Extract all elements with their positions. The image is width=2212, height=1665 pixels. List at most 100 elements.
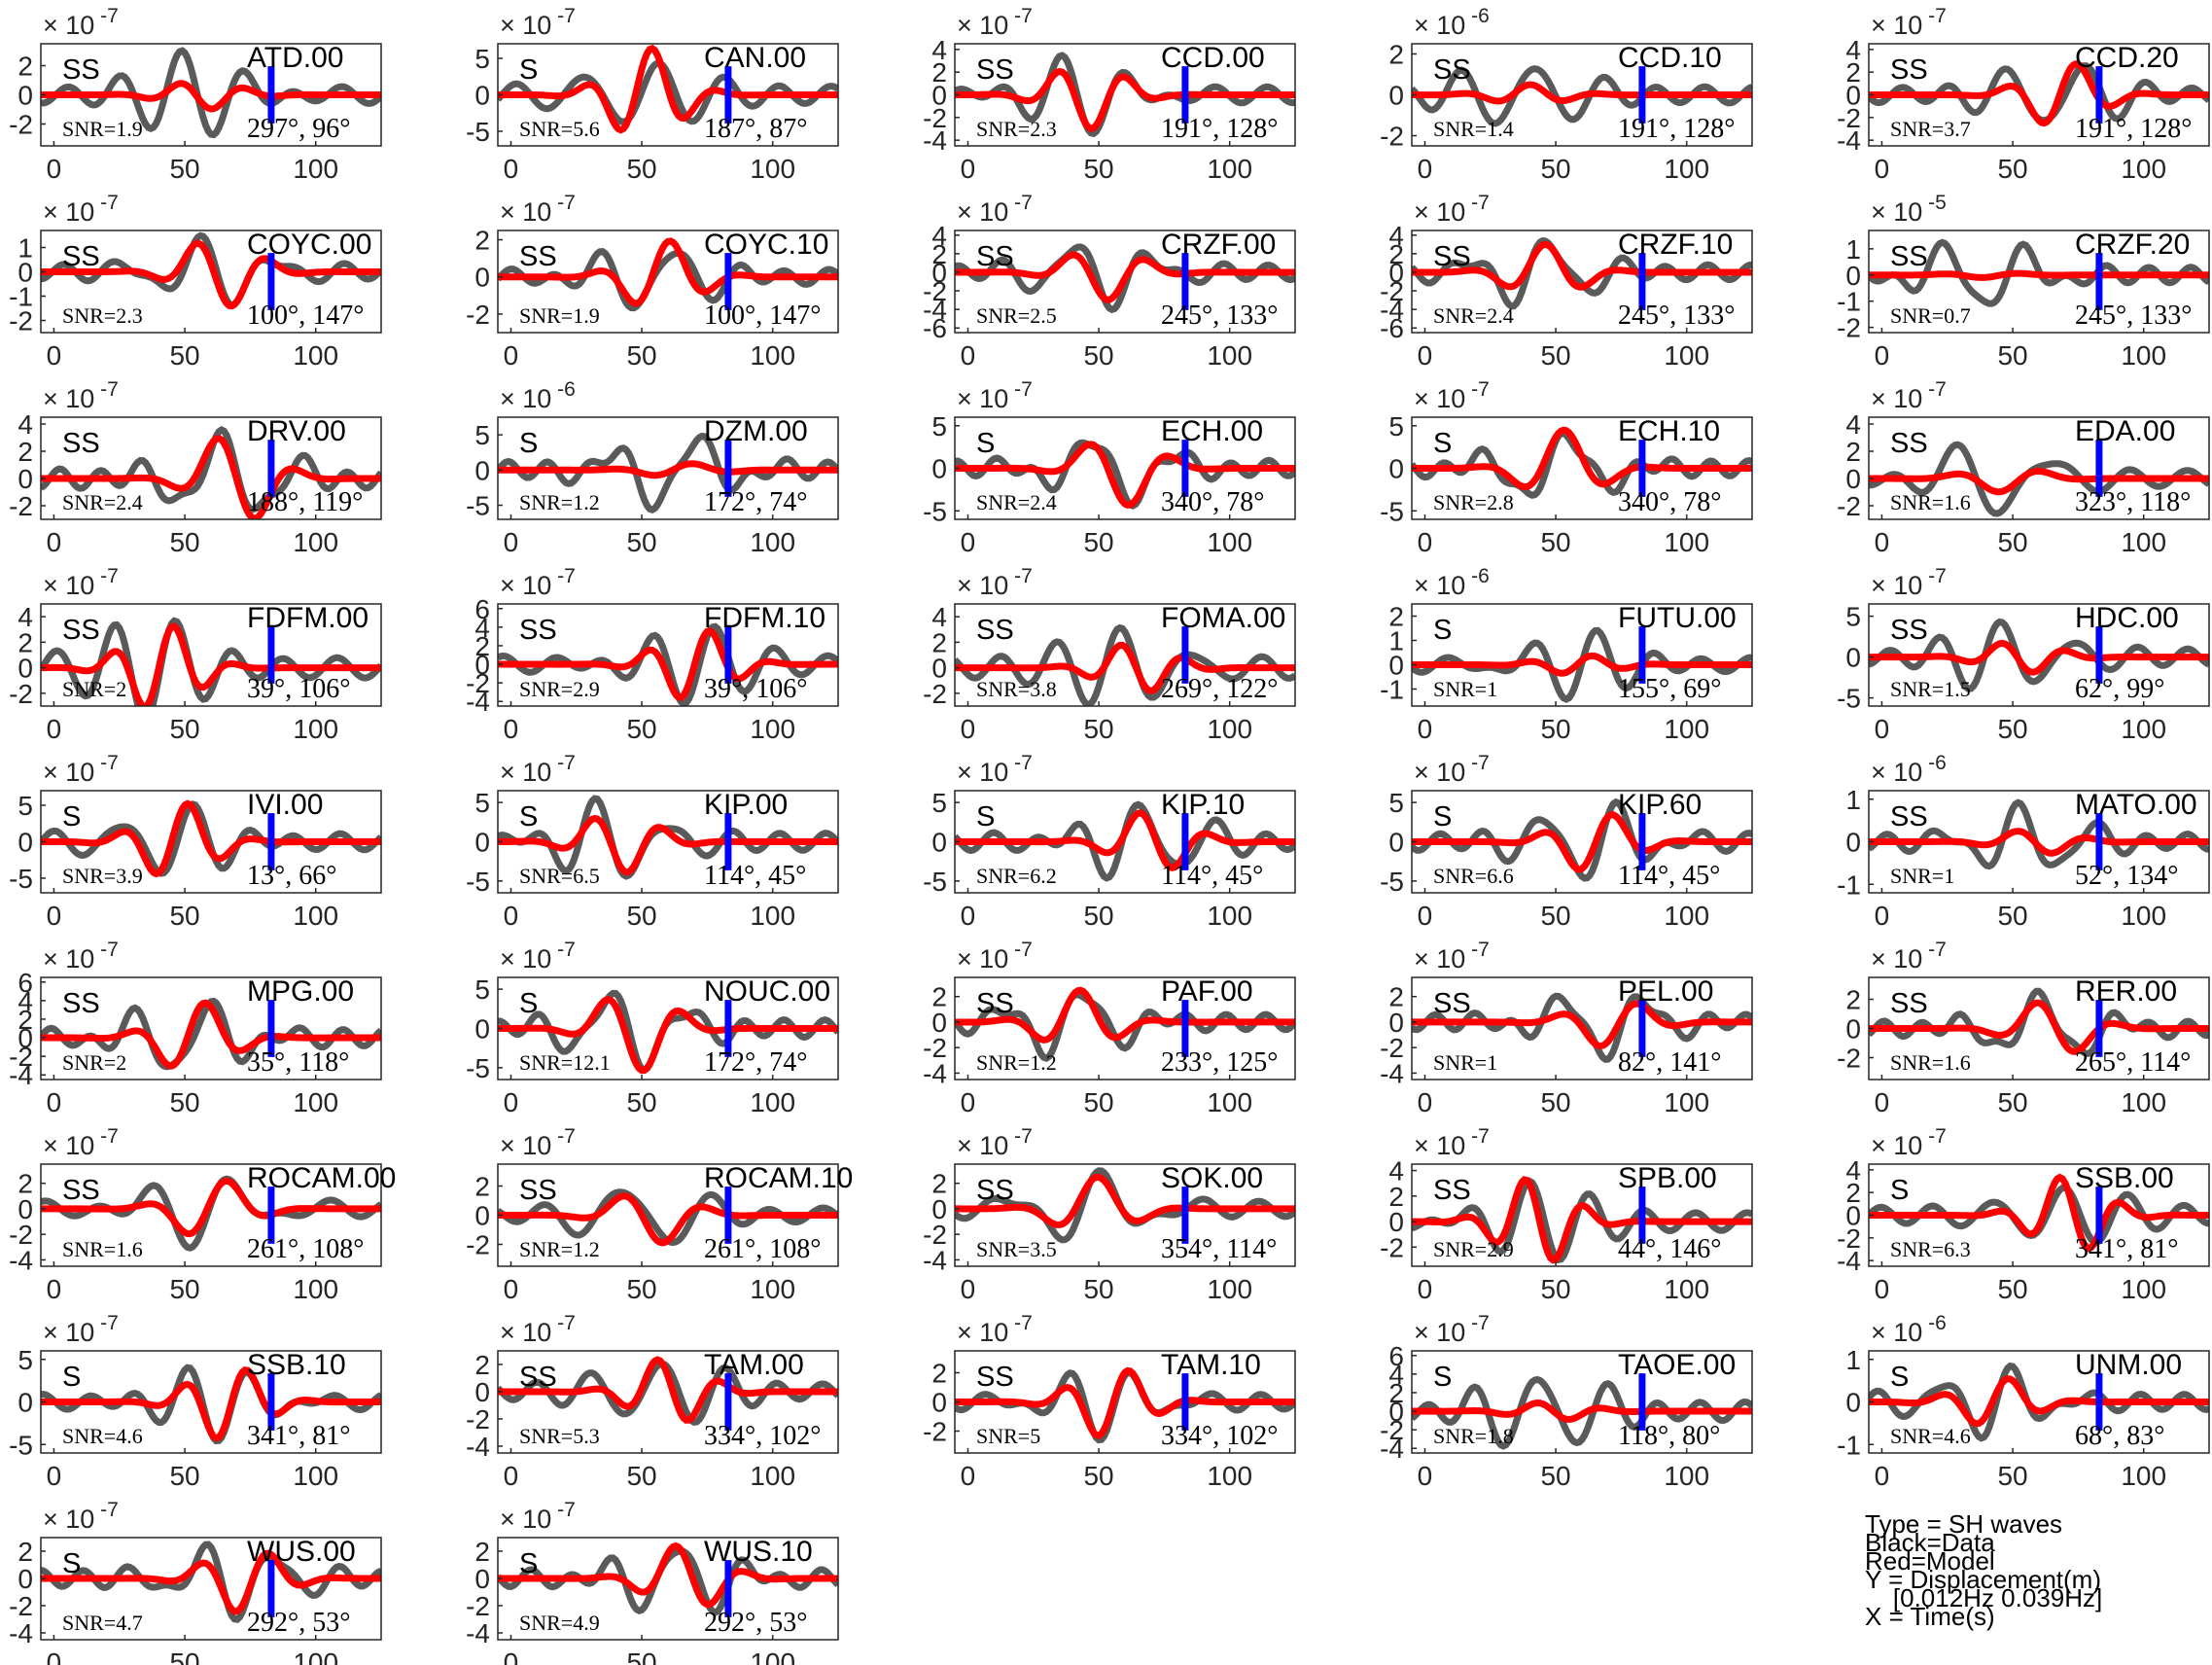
panel-ccd-10: 0 50 100 -2 0 2 × 10 -6 SS CCD.10 SNR=1.4 191°, 12… [1380,5,1753,184]
phase-label: SS [1890,428,1928,459]
y-tick-label: 0 [1388,81,1404,111]
y-tick-label: 4 [18,602,33,632]
x-tick-label: 100 [293,1647,338,1665]
model-trace [1412,1399,1752,1424]
phase-label: SS [519,1362,557,1393]
station-label: FOMA.00 [1161,602,1285,634]
y-tick-label: -5 [923,496,947,526]
y-exponent-power: -7 [94,939,119,961]
y-exponent: × 10 -7 [43,1125,119,1160]
y-tick-label: -2 [9,1042,33,1072]
y-exponent-power: -7 [551,1499,576,1521]
y-tick-label: 4 [931,35,947,65]
y-tick-label: -2 [466,300,490,330]
y-tick-label: 0 [1388,454,1404,484]
model-trace [1869,60,2209,127]
x-tick-label: 100 [2121,1274,2166,1304]
legend-model: Red=Model [1865,1546,1995,1576]
y-tick-label: -1 [9,282,33,312]
y-exponent: × 10 -7 [43,752,119,787]
model-trace [41,1177,381,1238]
y-tick-label: 2 [474,1350,490,1380]
y-tick-label: 0 [474,1014,490,1045]
phase-label: SS [62,988,100,1019]
x-tick-label: 100 [1207,1461,1252,1491]
model-trace [955,67,1295,132]
station-label: COYC.00 [247,229,371,261]
snr-label: SNR=1 [1890,864,1954,888]
snr-label: SNR=6.5 [519,864,600,888]
x-tick-label: 0 [504,714,519,744]
snr-label: SNR=1.9 [62,117,143,141]
azimuth-takeoff-label: 297°, 96° [247,114,350,144]
x-tick-label: 50 [1997,154,2027,184]
y-exponent: × 10 -7 [1871,565,1947,600]
y-exponent: × 10 -7 [957,1312,1033,1347]
y-exponent-power: -7 [551,939,576,961]
y-exponent: × 10 -7 [500,565,576,600]
phase-label: SS [1890,241,1928,272]
model-trace [1412,426,1752,491]
model-trace [498,626,838,701]
station-label: KIP.60 [1618,789,1702,821]
azimuth-takeoff-label: 261°, 108° [704,1234,821,1264]
y-exponent-power: -7 [1008,565,1033,587]
y-tick-label: 0 [1845,1201,1861,1231]
x-tick-label: 0 [961,1461,976,1491]
station-label: DZM.00 [704,415,808,447]
y-tick-label: -2 [1380,1232,1404,1262]
station-label: RER.00 [2075,975,2177,1008]
azimuth-takeoff-label: 187°, 87° [704,114,807,144]
phase-label: S [976,801,995,832]
phase-label: S [976,428,995,459]
azimuth-takeoff-label: 35°, 118° [247,1047,349,1078]
x-tick-label: 50 [169,901,199,931]
station-label: CAN.00 [704,42,806,74]
y-tick-label: 6 [1388,1341,1404,1371]
y-tick-label: -2 [1837,1223,1861,1254]
phase-label: SS [1890,988,1928,1019]
x-tick-label: 100 [1664,340,1709,371]
y-tick-label: 1 [1845,1345,1861,1375]
azimuth-takeoff-label: 191°, 128° [1161,114,1278,144]
y-tick-label: 0 [18,81,33,111]
x-tick-label: 100 [2121,901,2166,931]
y-exponent-power: -7 [94,378,119,401]
y-tick-label: 4 [1388,221,1404,251]
phase-label: S [62,801,81,832]
x-tick-label: 100 [293,1087,338,1117]
x-tick-label: 0 [1875,714,1890,744]
model-trace [1412,1176,1752,1264]
phase-label: S [1433,428,1452,459]
axes-box [497,1350,839,1454]
station-label: WUS.10 [704,1536,813,1568]
y-tick-label: -2 [923,103,947,133]
y-exponent: × 10 -7 [1414,939,1490,974]
azimuth-takeoff-label: 118°, 80° [1618,1421,1720,1451]
axes-box [1411,976,1753,1080]
y-tick-label: 4 [931,602,947,632]
panel-ivi-00: 0 50 100 -5 0 5 × 10 -7 S IVI.00 SNR=3.9 13°, 66° [9,752,382,931]
y-exponent-power: -7 [94,1125,119,1148]
y-exponent: × 10 -7 [1414,192,1490,227]
y-tick-label: -4 [466,1618,490,1648]
x-tick-label: 100 [293,527,338,557]
y-exponent-power: -7 [94,192,119,214]
x-tick-label: 0 [1418,340,1433,371]
azimuth-takeoff-label: 340°, 78° [1618,487,1721,517]
x-tick-label: 50 [626,1647,656,1665]
snr-label: SNR=2.3 [62,303,143,328]
x-tick-label: 0 [961,714,976,744]
x-tick-label: 0 [504,901,519,931]
y-tick-label: -1 [1837,287,1861,317]
y-tick-label: 2 [474,1537,490,1567]
y-tick-label: -4 [9,1245,33,1275]
azimuth-takeoff-label: 233°, 125° [1161,1047,1278,1078]
y-tick-label: 0 [474,455,490,485]
model-trace [955,1173,1295,1228]
y-tick-label: 0 [1845,81,1861,111]
y-tick-label: 0 [931,1008,947,1038]
